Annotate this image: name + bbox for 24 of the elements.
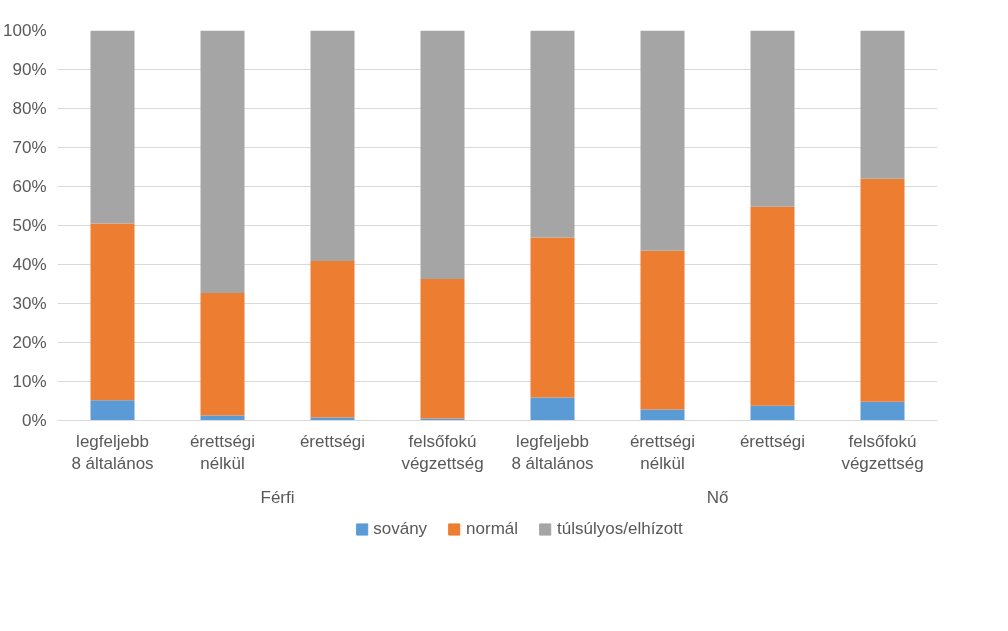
x-tick-label: felsőfokú végzettség: [841, 431, 924, 474]
x-tick-label: legfeljebb 8 általános: [511, 431, 594, 474]
y-tick-label: 60%: [12, 177, 47, 196]
y-tick-label: 80%: [12, 99, 47, 118]
x-tick-label: felsőfokú végzettség: [401, 431, 484, 474]
y-tick-label: 0%: [21, 411, 47, 430]
y-tick-label: 50%: [12, 216, 47, 235]
legend-label: túlsúlyos/elhízott: [557, 519, 683, 539]
y-tick-label: 70%: [12, 138, 47, 157]
y-tick-label: 20%: [12, 333, 47, 352]
x-tick-label: érettségi: [299, 431, 366, 451]
x-tick-label: érettségi nélkül: [189, 431, 256, 474]
y-tick-label: 30%: [12, 294, 47, 313]
legend-label: sovány: [373, 519, 428, 539]
text: Nő: [706, 487, 729, 507]
y-tick-label: 100%: [3, 21, 47, 40]
y-tick-label: 40%: [12, 255, 47, 274]
y-tick-label: 90%: [12, 60, 47, 79]
y-tick-label: 10%: [12, 372, 47, 391]
x-tick-label: érettségi nélkül: [629, 431, 696, 474]
x-tick-label: legfeljebb 8 általános: [71, 431, 154, 474]
text: Férfi: [260, 487, 295, 507]
legend-label: normál: [466, 519, 519, 539]
x-tick-label: érettségi: [739, 431, 806, 451]
